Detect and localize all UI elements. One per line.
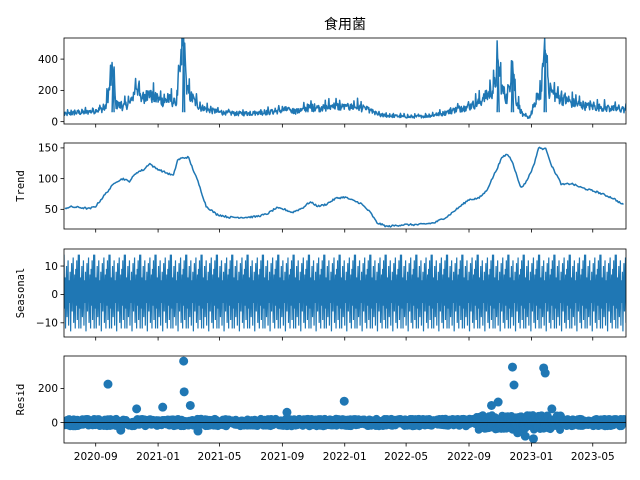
panel-frame-trend (63, 142, 627, 230)
panel-trend: 50 100 150 Trend (15, 142, 627, 233)
x-tick-label: 2020-09 (74, 451, 118, 463)
plot-area-seasonal (64, 254, 626, 332)
seasonal-line (64, 254, 626, 332)
y-axis-label: Trend (15, 170, 27, 202)
resid-point (619, 415, 626, 424)
x-tick-label: 2021-05 (198, 451, 242, 463)
panel-seasonal: 10 0 −10 Seasonal (15, 248, 627, 341)
y-tick-label: 10 (45, 261, 58, 273)
resid-outlier (547, 404, 557, 414)
x-tick-label: 2022-09 (447, 451, 491, 463)
resid-outlier (513, 428, 523, 438)
resid-outlier (132, 404, 142, 414)
x-tick-label: 2023-01 (509, 451, 553, 463)
resid-outlier (116, 425, 126, 435)
resid-outlier (179, 356, 189, 366)
chart-title: 食用菌 (324, 16, 366, 33)
y-tick-label: 0 (51, 116, 58, 128)
resid-outlier (539, 363, 549, 373)
resid-outlier (507, 362, 517, 372)
resid-point (556, 425, 565, 434)
y-axis-label: Seasonal (15, 268, 27, 319)
resid-outlier (339, 396, 349, 406)
y-tick-label: 50 (45, 204, 58, 216)
y-tick-label: 200 (38, 85, 58, 97)
y-tick-label: 200 (38, 383, 58, 395)
panel-observed: 0 200 400 (38, 37, 627, 128)
resid-outlier (179, 387, 189, 397)
resid-outlier (509, 380, 519, 390)
resid-outlier (158, 402, 168, 412)
observed-peaks (111, 41, 547, 113)
x-tick-label: 2022-05 (384, 451, 428, 463)
plot-area-trend (64, 146, 624, 228)
resid-outlier (528, 434, 538, 443)
resid-outlier (282, 407, 292, 417)
y-tick-label: 0 (51, 289, 58, 301)
trend-line (64, 146, 624, 228)
y-tick-label: 400 (38, 54, 58, 66)
resid-outlier (487, 400, 497, 410)
x-tick-label: 2021-01 (136, 451, 180, 463)
y-axis-label: Resid (15, 384, 27, 416)
resid-outlier (193, 426, 203, 436)
y-tick-label: −10 (36, 318, 58, 330)
panels: 020040050100150Trend100−10Seasonal0200Re… (15, 37, 627, 463)
x-tick-label: 2021-09 (260, 451, 304, 463)
panel-resid: 0 200 Resid 2020-09 2021-01 2021-05 2021-09 202… (15, 355, 627, 463)
x-tick-label: 2023-05 (571, 451, 615, 463)
plot-area-observed (64, 38, 626, 120)
resid-outlier (520, 431, 530, 441)
observed-line (64, 38, 626, 120)
y-tick-label: 100 (38, 173, 58, 185)
resid-outlier (103, 379, 113, 389)
plot-area-resid (64, 356, 626, 443)
resid-outlier (185, 400, 195, 410)
y-tick-label: 0 (51, 417, 58, 429)
x-tick-label: 2022-01 (323, 451, 367, 463)
resid-outlier (493, 397, 503, 407)
y-tick-label: 150 (38, 143, 58, 155)
